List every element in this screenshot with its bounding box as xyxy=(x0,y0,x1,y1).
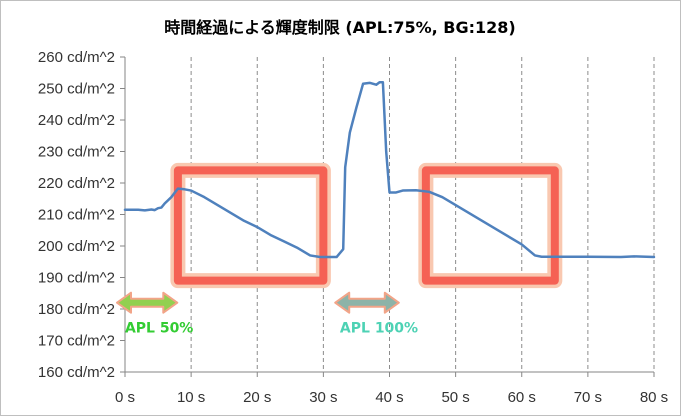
y-tick-label: 220 cd/m^2 xyxy=(38,175,115,192)
y-tick-label: 180 cd/m^2 xyxy=(38,301,115,318)
x-tick-label: 30 s xyxy=(309,389,337,406)
axes xyxy=(120,56,655,377)
x-tick-label: 50 s xyxy=(441,389,469,406)
y-tick-label: 230 cd/m^2 xyxy=(38,144,115,161)
series xyxy=(123,80,656,259)
series-line xyxy=(123,80,656,259)
annotations: APL 50% APL 100% xyxy=(116,162,563,337)
highlight-box xyxy=(421,166,559,285)
double-arrow xyxy=(116,291,179,314)
x-tick-label: 10 s xyxy=(177,389,205,406)
x-tick-label: 40 s xyxy=(375,389,403,406)
y-tick-label: 190 cd/m^2 xyxy=(38,270,115,287)
x-tick-label: 20 s xyxy=(243,389,271,406)
y-tick-label: 160 cd/m^2 xyxy=(38,364,115,381)
highlight-box xyxy=(173,166,328,285)
chart-title: 時間経過による輝度制限 (APL:75%, BG:128) xyxy=(164,18,516,37)
y-tick-label: 260 cd/m^2 xyxy=(38,49,115,66)
tick-labels: 160 cd/m^2 170 cd/m^2 180 cd/m^2 190 cd/m^2… xyxy=(38,49,668,406)
grid xyxy=(190,57,655,372)
y-tick-label: 170 cd/m^2 xyxy=(38,333,115,350)
y-tick-label: 210 cd/m^2 xyxy=(38,207,115,224)
x-tick-label: 0 s xyxy=(115,389,135,406)
y-tick-label: 240 cd/m^2 xyxy=(38,112,115,129)
x-tick-label: 60 s xyxy=(508,389,536,406)
double-arrow xyxy=(334,291,400,314)
highlight-box-halo xyxy=(170,162,331,289)
x-tick-label: 80 s xyxy=(640,389,668,406)
y-tick-label: 250 cd/m^2 xyxy=(38,81,115,98)
apl-label: APL 50% xyxy=(125,321,193,337)
apl-label: APL 100% xyxy=(340,321,418,337)
y-tick-label: 200 cd/m^2 xyxy=(38,238,115,255)
x-tick-label: 70 s xyxy=(574,389,602,406)
